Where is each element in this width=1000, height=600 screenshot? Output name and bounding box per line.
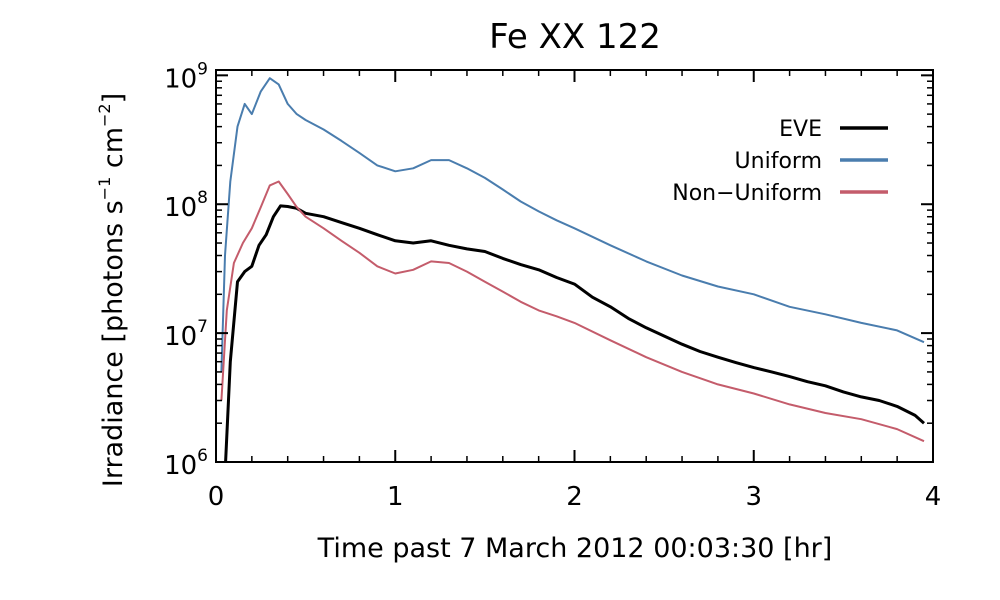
x-tick-label: 1 — [387, 482, 404, 512]
legend-label-eve: EVE — [779, 117, 822, 142]
series-line-uniform — [220, 77, 925, 372]
y-tick-label: 107 — [164, 317, 208, 352]
legend-label-non-uniform: Non−Uniform — [672, 181, 822, 206]
series-line-eve — [224, 204, 925, 462]
chart-title: Fe XX 122 — [489, 17, 661, 57]
y-tick-label: 106 — [164, 446, 208, 481]
x-tick-label: 4 — [925, 482, 942, 512]
y-axis-title-exp2: −2 — [95, 103, 114, 127]
y-axis-title-end: ] — [98, 93, 129, 104]
y-axis-title: Irradiance [photons s−1 cm−2] — [95, 93, 129, 487]
y-axis-title-mid: cm — [98, 127, 129, 177]
x-axis-title: Time past 7 March 2012 00:03:30 [hr] — [317, 533, 833, 564]
legend-label-uniform: Uniform — [735, 149, 822, 174]
series-line-non-uniform — [220, 180, 925, 443]
y-tick-label: 108 — [164, 188, 208, 223]
x-tick-label: 3 — [745, 482, 762, 512]
y-tick-label: 109 — [164, 59, 208, 94]
x-tick-label: 0 — [208, 482, 225, 512]
series-layer — [220, 77, 925, 462]
svg-text:Irradiance [photons s−1 cm−2]: Irradiance [photons s−1 cm−2] — [95, 93, 129, 487]
x-tick-label: 2 — [566, 482, 583, 512]
y-axis-title-main: Irradiance [photons s — [98, 200, 129, 487]
legend: EVE Uniform Non−Uniform — [672, 117, 888, 206]
y-axis-title-exp1: −1 — [95, 177, 114, 201]
ticks-layer: 0 1 2 3 4 106 107 108 109 — [164, 59, 941, 512]
